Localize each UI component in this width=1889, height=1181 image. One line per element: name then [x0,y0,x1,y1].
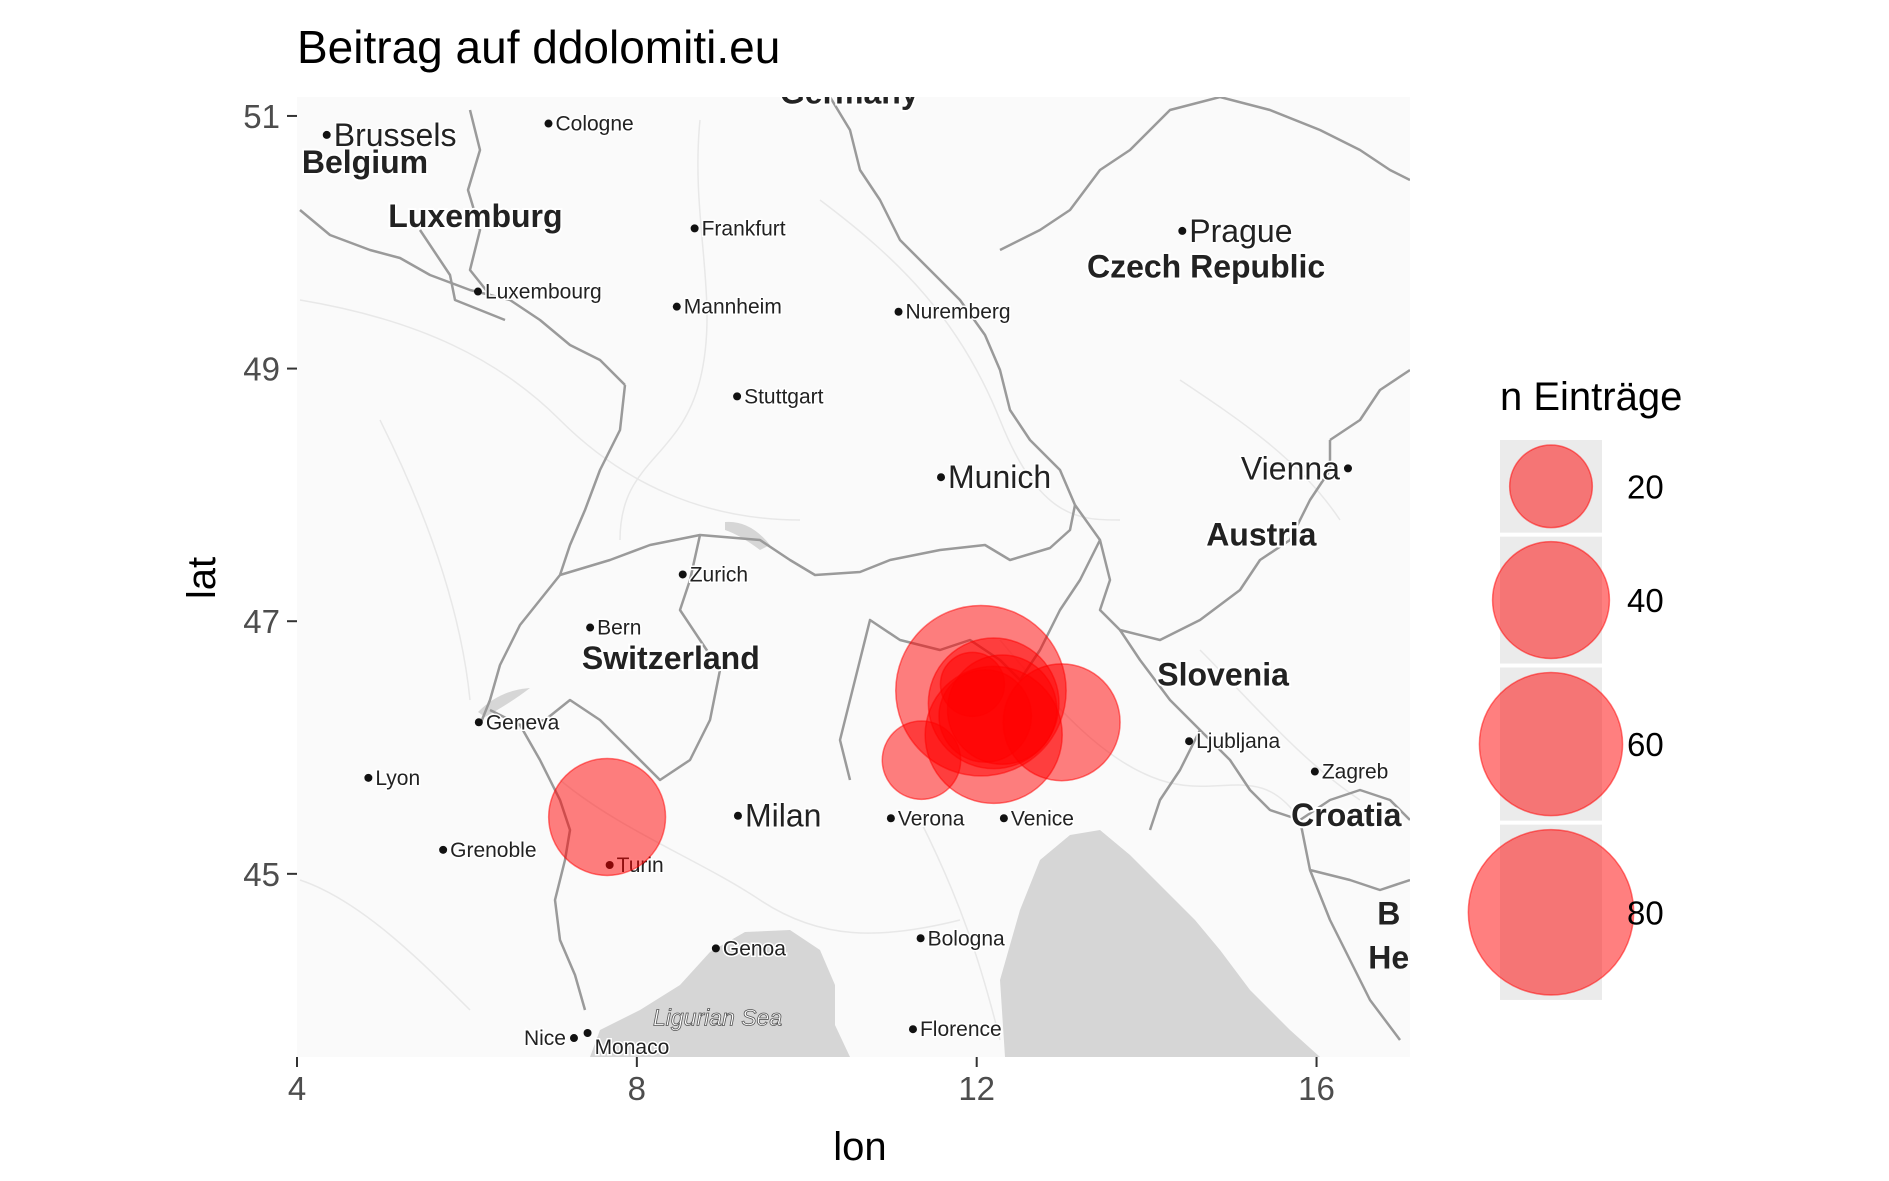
y-tick-label: 51 [243,98,280,135]
city-label: Nice [524,1027,566,1050]
x-tick-label: 16 [1298,1070,1335,1107]
city-label: Florence [920,1018,1002,1041]
city-label: Munich [948,459,1051,495]
city-label: Grenoble [450,839,536,862]
city-label: Verona [898,807,965,830]
country-borders [299,97,1410,1041]
legend-label: 20 [1627,468,1664,505]
map-panel[interactable]: Brussels Cologne Frankfurt Luxembourg Mannhe… [297,74,1410,1059]
city-marker [1310,767,1319,776]
city-marker [544,119,553,128]
city-marker [711,944,720,953]
city-marker [474,718,483,727]
city-label: Luxembourg [485,281,602,304]
city-marker [916,934,925,943]
city-marker [322,130,331,139]
city-label: Prague [1189,213,1292,249]
city-label: Lyon [375,767,420,790]
city-label: Zurich [690,563,748,586]
city-label: Venice [1011,807,1074,830]
city-label: Ljubljana [1196,730,1280,753]
city-label: Bologna [928,927,1005,950]
city-label: Stuttgart [744,385,824,408]
y-axis-title: lat [180,557,224,599]
x-tick-label: 8 [628,1070,646,1107]
city-marker [586,623,595,632]
city-marker [678,570,687,579]
city-label: Vienna [1241,450,1340,486]
ligurian-sea-shape [590,930,850,1057]
city-marker [569,1034,578,1043]
city-label: Milan [745,798,821,834]
city-label: Geneva [486,711,560,734]
legend-key-bubble [1478,671,1624,817]
legend-label: 60 [1627,726,1664,763]
city-label: Mannheim [684,296,782,319]
city-label: Bern [597,617,641,640]
x-axis: 4 8 12 16 [288,1057,1335,1107]
city-marker [733,392,742,401]
country-label: Switzerland [582,640,760,676]
data-bubble [1002,663,1121,782]
city-marker [733,811,742,820]
city-marker [1178,226,1187,235]
y-axis: 45 47 49 51 [243,98,297,893]
city-marker [937,473,946,482]
lake-constance-shape [725,521,770,550]
legend-title: n Einträge [1500,375,1682,419]
country-label: Czech Republic [1087,249,1325,285]
city-marker [908,1025,917,1034]
city-label: Cologne [555,113,633,136]
city-marker [473,287,482,296]
adriatic-sea-shape [1000,830,1320,1057]
country-label-partial: He [1368,940,1409,976]
city-label: Nuremberg [906,301,1011,324]
x-tick-label: 12 [958,1070,995,1107]
city-marker [886,814,895,823]
city-marker [672,302,681,311]
city-marker [999,814,1008,823]
legend-label: 40 [1627,582,1664,619]
y-tick-label: 49 [243,351,280,388]
city-label: Brussels [334,117,457,153]
city-label: Genoa [723,937,786,960]
bubble-layer [547,604,1121,877]
city-label: Monaco [595,1036,670,1059]
city-label: Zagreb [1322,761,1389,784]
legend-key-bubble [1467,828,1635,996]
city-marker [364,773,373,782]
country-label-layer: Germany Belgium Luxemburg Czech Republic Aus… [300,74,1404,835]
country-label: Germany [780,74,919,110]
city-marker [1185,737,1194,746]
y-tick-label: 45 [243,856,280,893]
city-marker [690,224,699,233]
legend-label: 80 [1627,894,1664,931]
legend-key-bubble [1508,444,1594,529]
x-tick-label: 4 [288,1070,306,1107]
x-axis-title: lon [833,1125,886,1169]
sea-label: Ligurian Sea [653,1004,782,1030]
map-background [297,97,1410,1057]
chart-title: Beitrag auf ddolomiti.eu [297,21,780,73]
country-label: Slovenia [1157,657,1289,693]
city-label: Frankfurt [702,217,786,240]
city-marker [894,307,903,316]
country-label: Belgium [302,144,428,180]
city-marker [439,845,448,854]
legend-key-bubble [1491,540,1611,660]
y-tick-label: 47 [243,603,280,640]
data-bubble [547,757,667,877]
legend: n Einträge 20 40 60 80 [1467,375,1682,1000]
country-label: Austria [1206,516,1316,552]
city-marker [1343,464,1352,473]
country-label: Luxemburg [388,198,562,234]
partial-label-layer: B He [1368,895,1409,975]
country-label: Croatia [1291,797,1401,833]
city-marker [583,1029,592,1037]
country-label-partial: B [1377,895,1400,931]
